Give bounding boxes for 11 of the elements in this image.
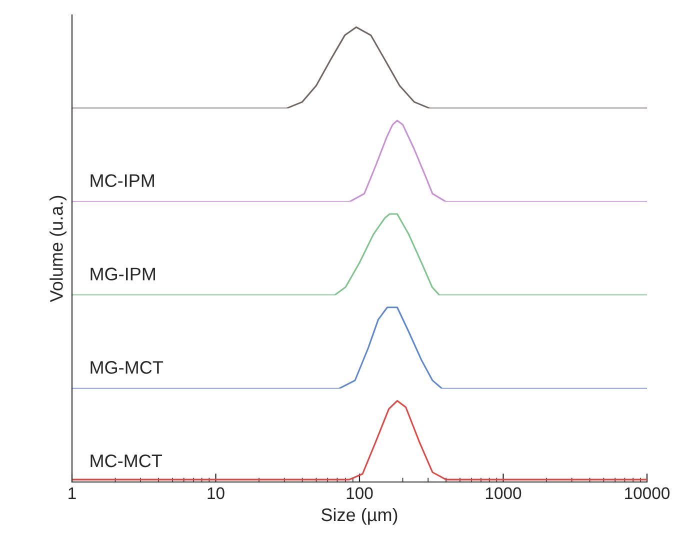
y-axis-title: Volume (u.a.)	[50, 196, 66, 302]
series-label: MG-MCT	[90, 361, 164, 374]
x-axis-title: Size (µm)	[322, 508, 398, 525]
series-label: MG-IPM	[90, 268, 155, 280]
x-tick-label: 100	[346, 487, 373, 500]
x-tick-label: 1000	[486, 487, 522, 500]
series-label: MC-IPM	[90, 174, 154, 188]
x-tick-label: 10000	[625, 487, 670, 500]
x-tick-label: 1	[68, 487, 76, 499]
series-label: MC-MCT	[90, 454, 162, 468]
x-tick-label: 10	[208, 487, 224, 500]
